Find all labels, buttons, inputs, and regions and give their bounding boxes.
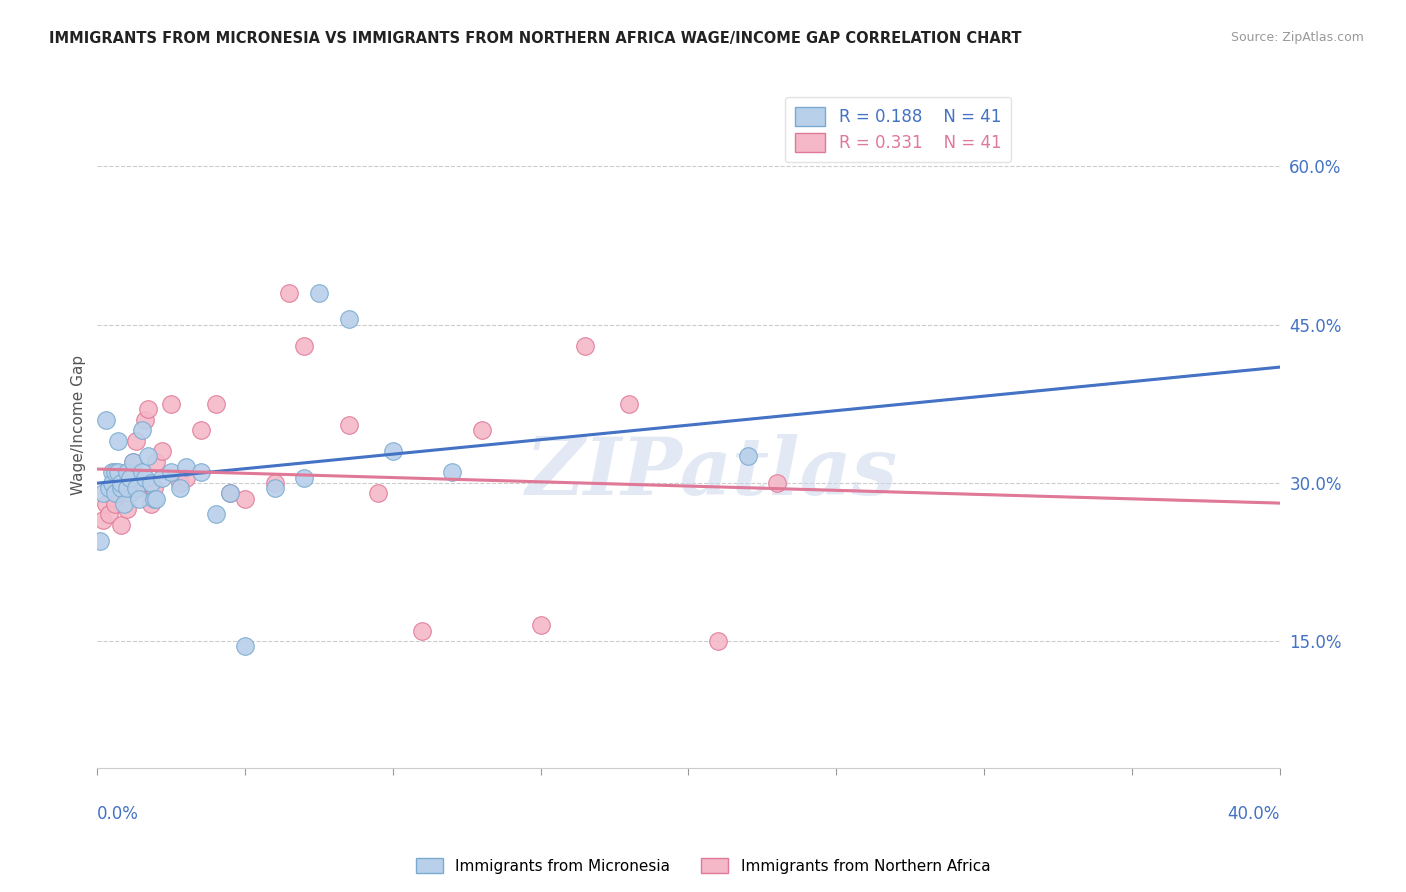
Text: 0.0%: 0.0% — [97, 805, 139, 823]
Point — [292, 470, 315, 484]
Point — [125, 481, 148, 495]
Y-axis label: Wage/Income Gap: Wage/Income Gap — [72, 355, 86, 495]
Point — [160, 465, 183, 479]
Point — [278, 285, 301, 300]
Point — [89, 533, 111, 548]
Point — [112, 497, 135, 511]
Point — [337, 417, 360, 432]
Text: ZIPatlas: ZIPatlas — [526, 434, 898, 511]
Point — [174, 460, 197, 475]
Point — [737, 450, 759, 464]
Point — [110, 481, 132, 495]
Point — [367, 486, 389, 500]
Point — [150, 470, 173, 484]
Point — [104, 497, 127, 511]
Point — [118, 470, 141, 484]
Point — [169, 475, 191, 490]
Point — [233, 491, 256, 506]
Point — [142, 491, 165, 506]
Point — [308, 285, 330, 300]
Point — [104, 486, 127, 500]
Point — [107, 486, 129, 500]
Point — [160, 397, 183, 411]
Point — [131, 423, 153, 437]
Point — [150, 444, 173, 458]
Point — [574, 339, 596, 353]
Point — [204, 397, 226, 411]
Point — [125, 434, 148, 448]
Point — [91, 513, 114, 527]
Point — [101, 475, 124, 490]
Point — [139, 497, 162, 511]
Point — [121, 455, 143, 469]
Point — [219, 486, 242, 500]
Text: 40.0%: 40.0% — [1227, 805, 1279, 823]
Point — [204, 508, 226, 522]
Point — [115, 481, 138, 495]
Point — [263, 475, 285, 490]
Point — [128, 491, 150, 506]
Point — [110, 518, 132, 533]
Point — [471, 423, 494, 437]
Point — [128, 481, 150, 495]
Point — [190, 423, 212, 437]
Point — [98, 508, 121, 522]
Point — [619, 397, 641, 411]
Point — [96, 497, 118, 511]
Point — [131, 475, 153, 490]
Point — [145, 491, 167, 506]
Text: IMMIGRANTS FROM MICRONESIA VS IMMIGRANTS FROM NORTHERN AFRICA WAGE/INCOME GAP CO: IMMIGRANTS FROM MICRONESIA VS IMMIGRANTS… — [49, 31, 1022, 46]
Point — [169, 481, 191, 495]
Point — [766, 475, 789, 490]
Point — [115, 481, 138, 495]
Point — [115, 465, 138, 479]
Point — [411, 624, 433, 638]
Point — [530, 618, 553, 632]
Point — [136, 401, 159, 416]
Point — [145, 455, 167, 469]
Point — [110, 475, 132, 490]
Point — [139, 475, 162, 490]
Point — [107, 434, 129, 448]
Point — [337, 312, 360, 326]
Point — [233, 640, 256, 654]
Point — [174, 470, 197, 484]
Point — [134, 412, 156, 426]
Point — [292, 339, 315, 353]
Text: Source: ZipAtlas.com: Source: ZipAtlas.com — [1230, 31, 1364, 45]
Point — [263, 481, 285, 495]
Point — [101, 465, 124, 479]
Point — [131, 465, 153, 479]
Point — [142, 481, 165, 495]
Point — [121, 455, 143, 469]
Point — [91, 486, 114, 500]
Point — [381, 444, 404, 458]
Point — [107, 465, 129, 479]
Point — [112, 475, 135, 490]
Point — [118, 486, 141, 500]
Point — [190, 465, 212, 479]
Point — [219, 486, 242, 500]
Point — [104, 465, 127, 479]
Legend: Immigrants from Micronesia, Immigrants from Northern Africa: Immigrants from Micronesia, Immigrants f… — [409, 852, 997, 880]
Point — [110, 481, 132, 495]
Point — [115, 502, 138, 516]
Point — [134, 470, 156, 484]
Point — [707, 634, 730, 648]
Point — [101, 481, 124, 495]
Point — [98, 481, 121, 495]
Point — [96, 412, 118, 426]
Point — [136, 450, 159, 464]
Legend: R = 0.188    N = 41, R = 0.331    N = 41: R = 0.188 N = 41, R = 0.331 N = 41 — [785, 97, 1011, 162]
Point — [440, 465, 463, 479]
